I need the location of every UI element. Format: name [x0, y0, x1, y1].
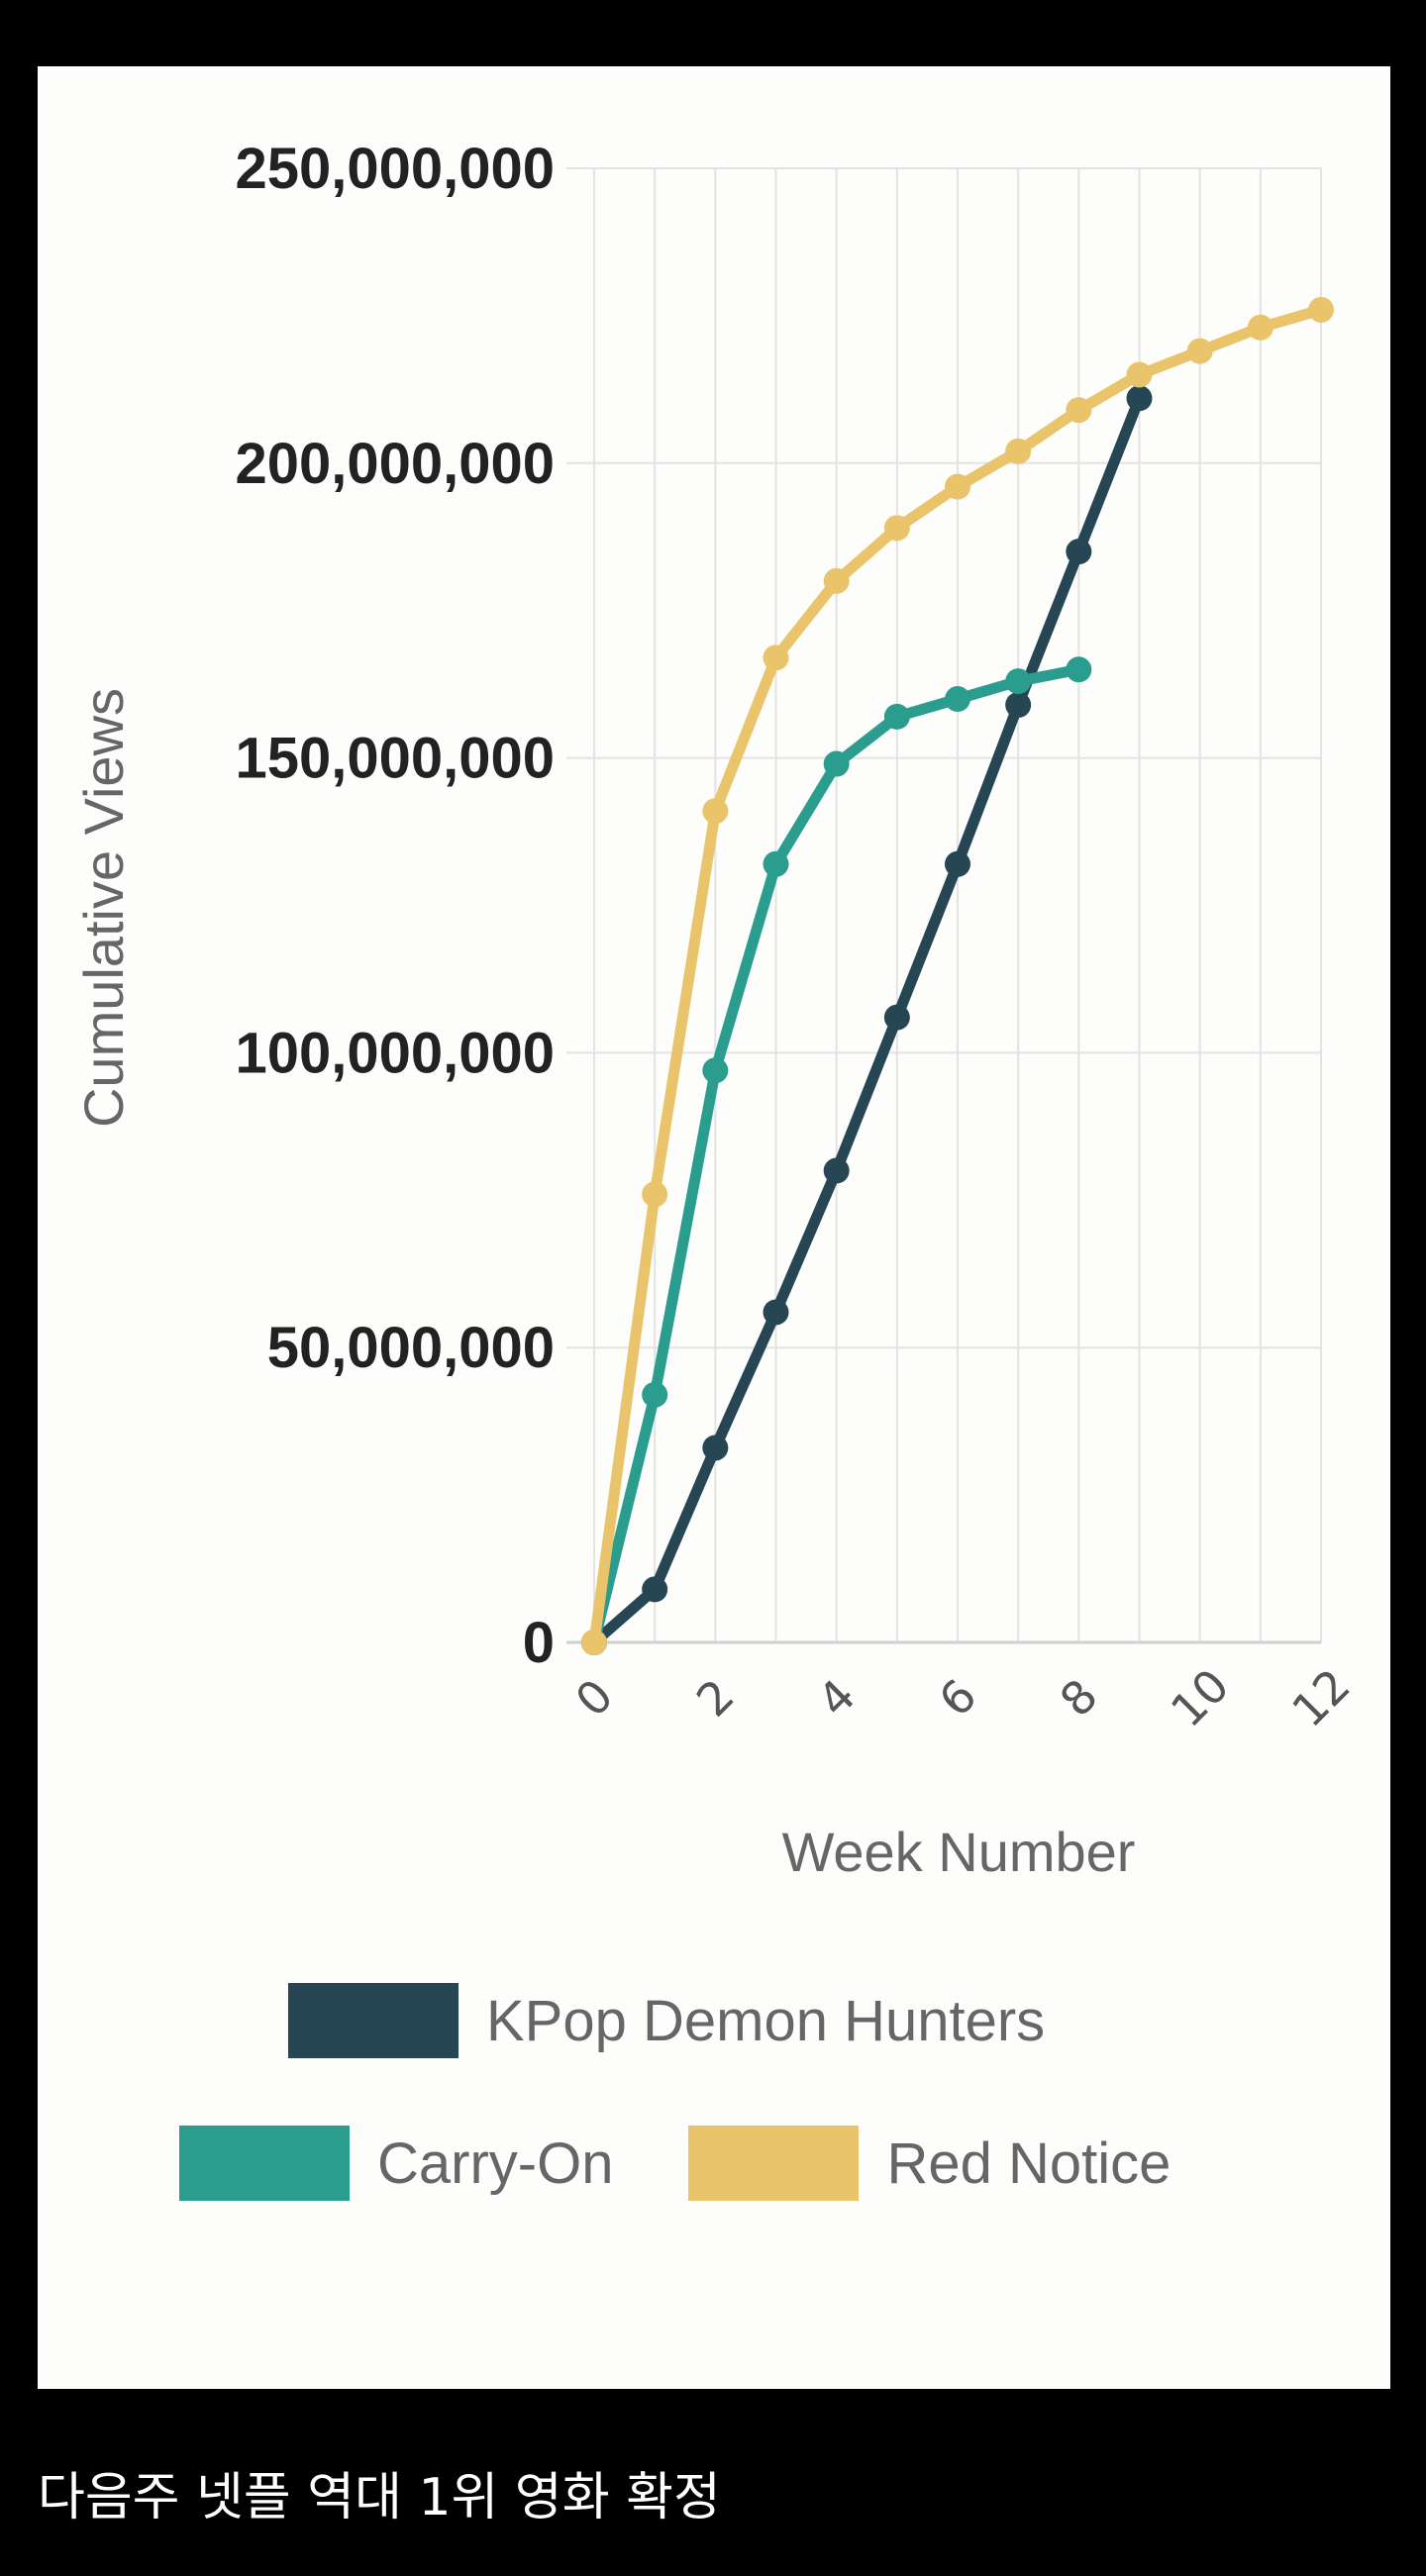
- x-tick-label: 6: [929, 1669, 987, 1728]
- x-axis-ticks: 0 2 4 6 8 10 12: [565, 1658, 1361, 1737]
- y-tick-label: 100,000,000: [235, 1021, 555, 1085]
- data-point: [702, 798, 729, 825]
- y-tick-label: 250,000,000: [235, 137, 555, 201]
- line-chart: 0 50,000,000 100,000,000 150,000,000 200,000…: [72, 137, 1361, 1883]
- data-point: [642, 1181, 668, 1208]
- series-lines: [581, 296, 1334, 1655]
- y-axis-title: Cumulative Views: [72, 688, 135, 1128]
- data-point: [1126, 361, 1153, 388]
- data-point: [1308, 296, 1334, 323]
- data-point: [763, 850, 789, 877]
- data-point: [1066, 397, 1092, 424]
- legend-label-red-notice: Red Notice: [886, 2130, 1171, 2196]
- data-point: [883, 703, 910, 730]
- legend-swatch-red-notice: [688, 2126, 860, 2201]
- series-line-0: [588, 392, 1145, 1648]
- grid-lines: [566, 167, 1322, 1644]
- data-point: [1126, 385, 1153, 412]
- data-point: [1005, 438, 1032, 464]
- x-tick-label: 4: [807, 1669, 866, 1728]
- legend-row: Carry-On Red Notice: [179, 2126, 1171, 2201]
- x-axis-title: Week Number: [782, 1821, 1136, 1883]
- x-tick-label: 12: [1281, 1658, 1361, 1737]
- data-point: [702, 1435, 729, 1461]
- data-point: [1005, 691, 1032, 718]
- data-point: [642, 1576, 668, 1603]
- data-point: [1186, 338, 1213, 364]
- x-tick-label: 8: [1050, 1669, 1108, 1728]
- x-tick-label: 0: [565, 1669, 624, 1728]
- data-point: [1066, 539, 1092, 565]
- data-point: [945, 850, 970, 877]
- legend-swatch-kpop: [288, 1983, 458, 2058]
- y-axis-ticks: 0 50,000,000 100,000,000 150,000,000 200,000…: [235, 137, 555, 1675]
- data-point: [763, 644, 789, 671]
- x-tick-label: 10: [1161, 1658, 1240, 1737]
- legend-label-carry-on: Carry-On: [377, 2130, 614, 2196]
- legend-label-kpop: KPop Demon Hunters: [486, 1988, 1046, 2053]
- data-point: [581, 1630, 607, 1655]
- y-tick-label: 50,000,000: [267, 1316, 555, 1380]
- data-point: [702, 1057, 729, 1084]
- data-point: [1247, 314, 1273, 341]
- data-point: [883, 1004, 910, 1031]
- data-point: [1066, 656, 1092, 683]
- data-point: [883, 515, 910, 542]
- data-point: [823, 750, 850, 777]
- data-point: [945, 473, 970, 500]
- y-tick-label: 150,000,000: [235, 727, 555, 791]
- data-point: [945, 686, 970, 713]
- data-point: [763, 1299, 789, 1326]
- data-point: [823, 567, 850, 594]
- post-caption: 다음주 넷플 역대 1위 영화 확정: [38, 2468, 721, 2527]
- y-tick-label: 0: [523, 1611, 555, 1675]
- data-point: [642, 1381, 668, 1408]
- legend-swatch-carry-on: [179, 2126, 350, 2201]
- x-tick-label: 2: [686, 1669, 745, 1728]
- data-point: [823, 1157, 850, 1184]
- chart-card: 0 50,000,000 100,000,000 150,000,000 200,000…: [38, 66, 1390, 2389]
- data-point: [1005, 668, 1032, 695]
- y-tick-label: 200,000,000: [235, 432, 555, 496]
- legend-row: KPop Demon Hunters: [288, 1983, 1045, 2058]
